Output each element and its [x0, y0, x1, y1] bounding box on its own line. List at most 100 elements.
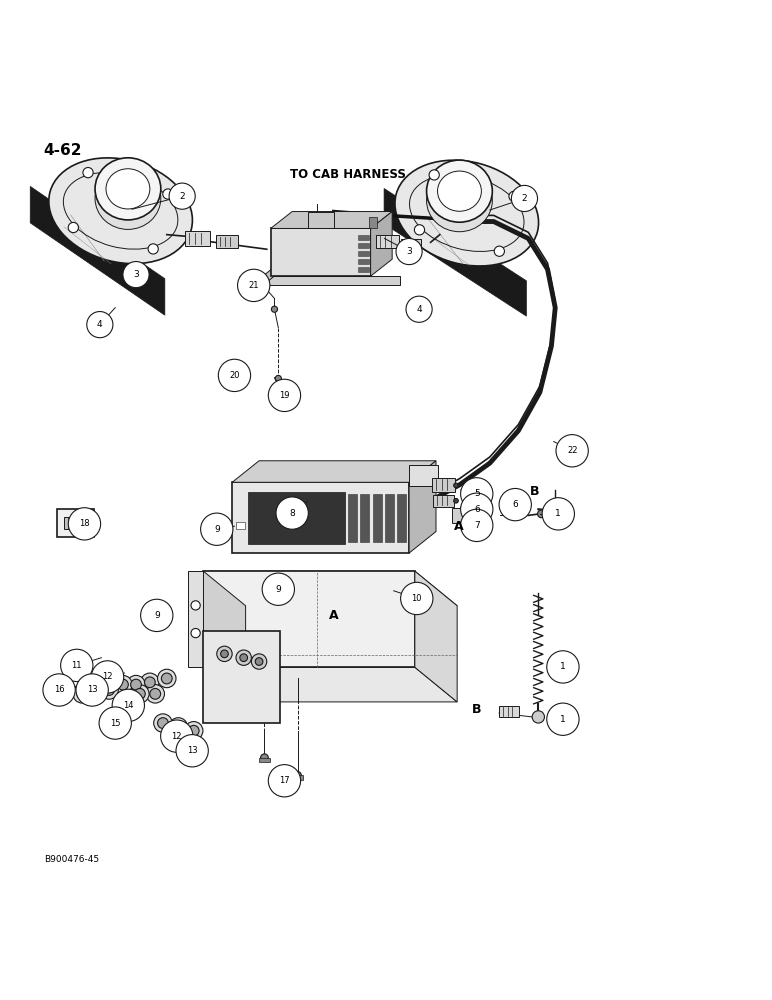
Polygon shape [188, 571, 203, 667]
Circle shape [269, 765, 300, 797]
Bar [307, 212, 334, 228]
Bar [401, 239, 421, 250]
Bar [432, 478, 455, 492]
Circle shape [218, 359, 251, 392]
Text: 6: 6 [474, 505, 479, 514]
Circle shape [173, 722, 184, 732]
Circle shape [276, 375, 281, 382]
Ellipse shape [95, 167, 161, 229]
Circle shape [169, 183, 195, 209]
Bar [433, 495, 455, 507]
Text: B: B [530, 485, 539, 498]
Polygon shape [415, 571, 457, 702]
Circle shape [269, 379, 300, 412]
Polygon shape [263, 276, 400, 285]
Polygon shape [30, 186, 165, 315]
Circle shape [163, 189, 173, 199]
Circle shape [144, 677, 155, 688]
Circle shape [252, 654, 267, 669]
Circle shape [91, 661, 124, 693]
Bar [397, 494, 406, 542]
Circle shape [396, 238, 422, 265]
Bar [259, 758, 270, 762]
Circle shape [161, 673, 172, 684]
Circle shape [148, 244, 158, 254]
Circle shape [217, 646, 232, 662]
Bar [358, 251, 369, 256]
Bar [358, 235, 369, 240]
Circle shape [461, 493, 493, 525]
Circle shape [68, 508, 100, 540]
Circle shape [429, 170, 439, 180]
Bar [271, 228, 371, 276]
Circle shape [99, 707, 131, 739]
Circle shape [119, 692, 137, 711]
Circle shape [461, 509, 493, 542]
Polygon shape [409, 461, 436, 553]
Bar [376, 235, 399, 248]
Circle shape [141, 599, 173, 632]
Text: A: A [329, 609, 338, 622]
Polygon shape [371, 212, 392, 276]
Circle shape [401, 582, 433, 615]
Text: A: A [453, 520, 463, 533]
Text: 17: 17 [279, 776, 290, 785]
Text: 16: 16 [54, 685, 64, 694]
Circle shape [115, 708, 126, 719]
Text: 14: 14 [123, 701, 134, 710]
Text: 4: 4 [97, 320, 103, 329]
Circle shape [100, 681, 118, 699]
Circle shape [43, 674, 75, 706]
Circle shape [454, 498, 459, 503]
Text: 1: 1 [560, 662, 566, 671]
Text: 4: 4 [416, 305, 422, 314]
Circle shape [238, 269, 270, 302]
Polygon shape [384, 188, 527, 316]
Circle shape [76, 674, 108, 706]
Text: 21: 21 [249, 281, 259, 290]
Text: 1: 1 [560, 715, 566, 724]
Circle shape [103, 685, 114, 695]
Circle shape [461, 478, 493, 510]
Circle shape [150, 688, 161, 699]
Bar [216, 235, 238, 248]
Ellipse shape [427, 160, 493, 222]
Bar [57, 509, 93, 537]
Text: 4-62: 4-62 [44, 143, 82, 158]
Circle shape [261, 754, 269, 762]
Bar [409, 465, 438, 486]
Bar [248, 492, 345, 544]
Bar [358, 243, 369, 248]
Circle shape [130, 679, 141, 690]
Circle shape [146, 685, 164, 703]
Bar [348, 494, 357, 542]
Text: 3: 3 [406, 247, 412, 256]
Text: 1: 1 [555, 509, 561, 518]
Circle shape [176, 735, 208, 767]
Text: 6: 6 [513, 500, 518, 509]
Circle shape [130, 685, 149, 703]
Circle shape [532, 711, 544, 723]
Text: B: B [472, 703, 482, 716]
Circle shape [169, 718, 188, 736]
Bar [232, 482, 409, 553]
Bar [236, 522, 245, 529]
Polygon shape [203, 571, 245, 702]
Text: 12: 12 [171, 732, 182, 741]
Circle shape [157, 669, 176, 688]
Text: 13: 13 [86, 685, 97, 694]
Circle shape [117, 679, 128, 690]
Polygon shape [263, 262, 279, 285]
Circle shape [123, 696, 134, 707]
Ellipse shape [95, 158, 161, 220]
Text: 10: 10 [411, 594, 422, 603]
Circle shape [201, 513, 233, 545]
Text: 18: 18 [80, 519, 90, 528]
Text: 15: 15 [110, 719, 120, 728]
Text: 9: 9 [214, 525, 220, 534]
Ellipse shape [427, 170, 493, 232]
Circle shape [76, 688, 87, 699]
Circle shape [256, 658, 263, 665]
Bar [358, 259, 369, 264]
Circle shape [547, 703, 579, 735]
